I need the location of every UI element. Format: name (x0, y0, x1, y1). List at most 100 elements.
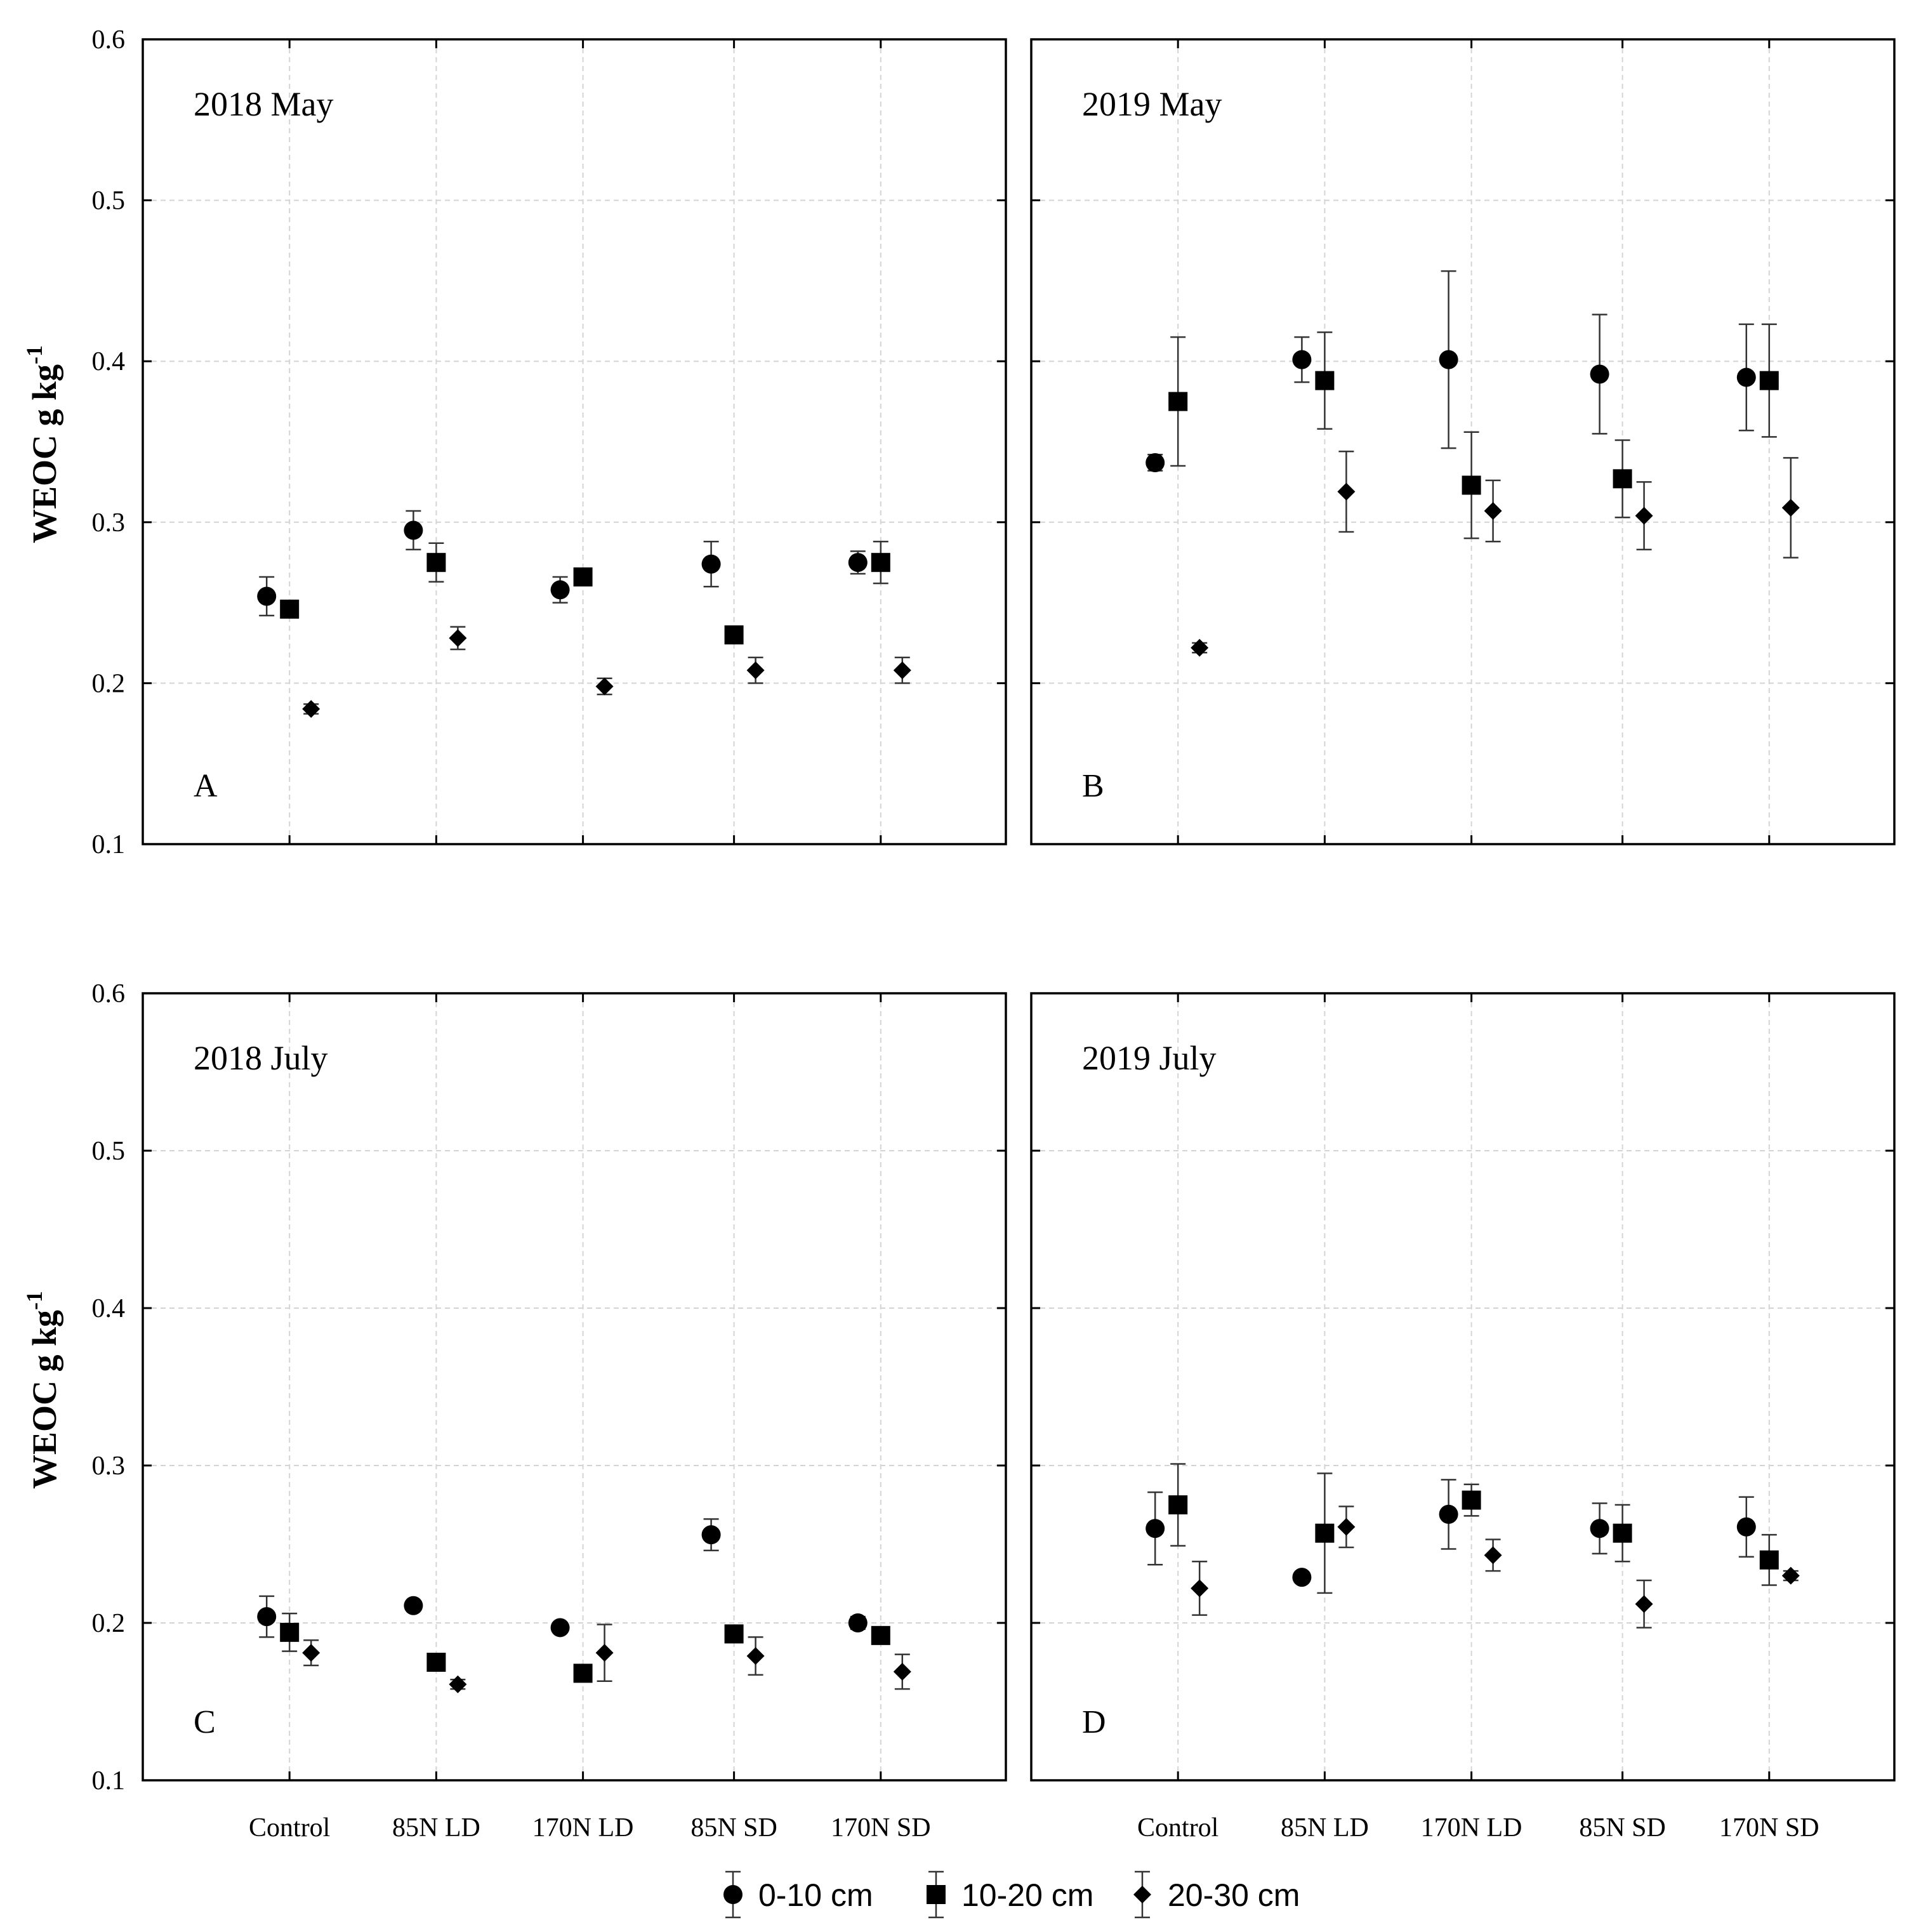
plot-frame (1030, 38, 1896, 845)
data-point (1781, 1566, 1800, 1585)
y-tick-label: 0.1 (92, 1766, 126, 1796)
data-point (1168, 1495, 1188, 1514)
x-tick-label: 85N LD (392, 1813, 480, 1843)
data-point (1462, 1490, 1481, 1510)
plot-frame (1030, 992, 1896, 1782)
data-point (1337, 482, 1356, 501)
data-point (404, 1596, 423, 1615)
data-point (1168, 392, 1188, 411)
data-point (595, 1644, 614, 1662)
panel-letter: C (194, 1704, 216, 1740)
data-point (1590, 1519, 1609, 1538)
x-tick-label: 170N LD (532, 1813, 634, 1843)
data-point (893, 661, 911, 680)
x-tick-label: 85N SD (1579, 1813, 1666, 1843)
data-point (746, 1647, 765, 1665)
data-point (893, 1662, 911, 1681)
data-point (550, 580, 570, 600)
y-axis-label-text: WEOC g kg (25, 1310, 63, 1489)
plot-area (1031, 39, 1894, 844)
panel-title: 2019 May (1082, 85, 1222, 123)
data-point (573, 567, 593, 587)
panel-letter: B (1082, 768, 1104, 804)
data-point (1145, 1519, 1165, 1538)
data-point (1635, 506, 1653, 525)
legend-item: 20-30 cm (1133, 1870, 1300, 1919)
data-point (871, 1625, 890, 1645)
x-tick-label: 170N SD (1719, 1813, 1819, 1843)
data-point (449, 629, 467, 647)
y-axis-label-bottom: WEOC g kg-1 (22, 1291, 63, 1489)
x-tick-label: 85N SD (690, 1813, 777, 1843)
plot-area (1031, 993, 1894, 1780)
data-point (257, 586, 277, 606)
y-tick-label: 0.1 (92, 830, 126, 859)
data-point (1613, 469, 1632, 489)
data-point (1759, 1550, 1779, 1570)
data-point (746, 661, 765, 680)
y-tick-label: 0.2 (92, 669, 126, 698)
data-point (426, 1653, 446, 1672)
diamond-icon (1133, 1886, 1151, 1903)
panel-c: 0.1 0.2 0.3 0.4 0.5 0.6 Control 85N LD 170N LD 85… (92, 979, 1007, 1843)
plot-area (143, 39, 1006, 844)
panel-title: 2018 May (194, 85, 333, 123)
data-point (280, 1622, 300, 1642)
y-axis-label-top: WEOC g kg-1 (22, 345, 63, 543)
data-point (701, 554, 721, 574)
data-point (1781, 498, 1800, 517)
plot-frame (142, 992, 1007, 1782)
data-point (1191, 638, 1209, 657)
panel-title: 2018 July (194, 1039, 328, 1077)
data-point (1613, 1523, 1632, 1543)
data-point (426, 553, 446, 572)
data-point (1439, 350, 1458, 369)
x-tick-label: Control (1137, 1813, 1218, 1843)
panel-letter: A (194, 768, 218, 804)
data-point (1736, 367, 1756, 387)
legend-item: 10-20 cm (927, 1870, 1093, 1919)
data-point (724, 1624, 744, 1644)
plot-frame (142, 38, 1007, 845)
data-point (573, 1664, 593, 1683)
data-point (1191, 1579, 1209, 1598)
data-point (1292, 350, 1312, 369)
data-point (1462, 475, 1481, 495)
legend: 0-10 cm 10-20 cm 20-30 cm (723, 1870, 1300, 1919)
y-axis-label-sup: -1 (22, 1291, 47, 1310)
square-icon (927, 1885, 946, 1904)
circle-icon (723, 1885, 743, 1904)
data-point (1145, 453, 1165, 472)
data-point (724, 625, 744, 645)
x-tick-label: 170N LD (1421, 1813, 1522, 1843)
panel-a: 0.1 0.2 0.3 0.4 0.5 0.6 2018 May A (92, 25, 1007, 859)
data-point (1635, 1595, 1653, 1613)
data-point (1759, 371, 1779, 390)
y-tick-label: 0.4 (92, 1294, 126, 1323)
data-point (595, 677, 614, 696)
y-tick-label: 0.6 (92, 25, 126, 55)
data-point (280, 599, 300, 619)
data-point (257, 1607, 277, 1627)
panel-letter: D (1082, 1704, 1106, 1740)
y-axis-label-text: WEOC g kg (25, 364, 63, 543)
x-tick-label: 170N SD (831, 1813, 931, 1843)
legend-label: 10-20 cm (961, 1877, 1093, 1913)
data-point (449, 1675, 467, 1693)
data-point (1736, 1517, 1756, 1537)
data-point (1439, 1504, 1458, 1524)
legend-label: 0-10 cm (758, 1877, 873, 1913)
y-tick-label: 0.5 (92, 1137, 126, 1166)
y-tick-label: 0.4 (92, 347, 126, 376)
legend-item: 0-10 cm (723, 1870, 873, 1919)
data-point (848, 1613, 868, 1632)
data-point (302, 1644, 320, 1662)
data-point (1315, 1523, 1335, 1543)
y-tick-label: 0.3 (92, 508, 126, 538)
data-point (550, 1618, 570, 1638)
y-tick-label: 0.5 (92, 187, 126, 216)
legend-label: 20-30 cm (1168, 1877, 1300, 1913)
y-axis-label-sup: -1 (22, 345, 47, 364)
